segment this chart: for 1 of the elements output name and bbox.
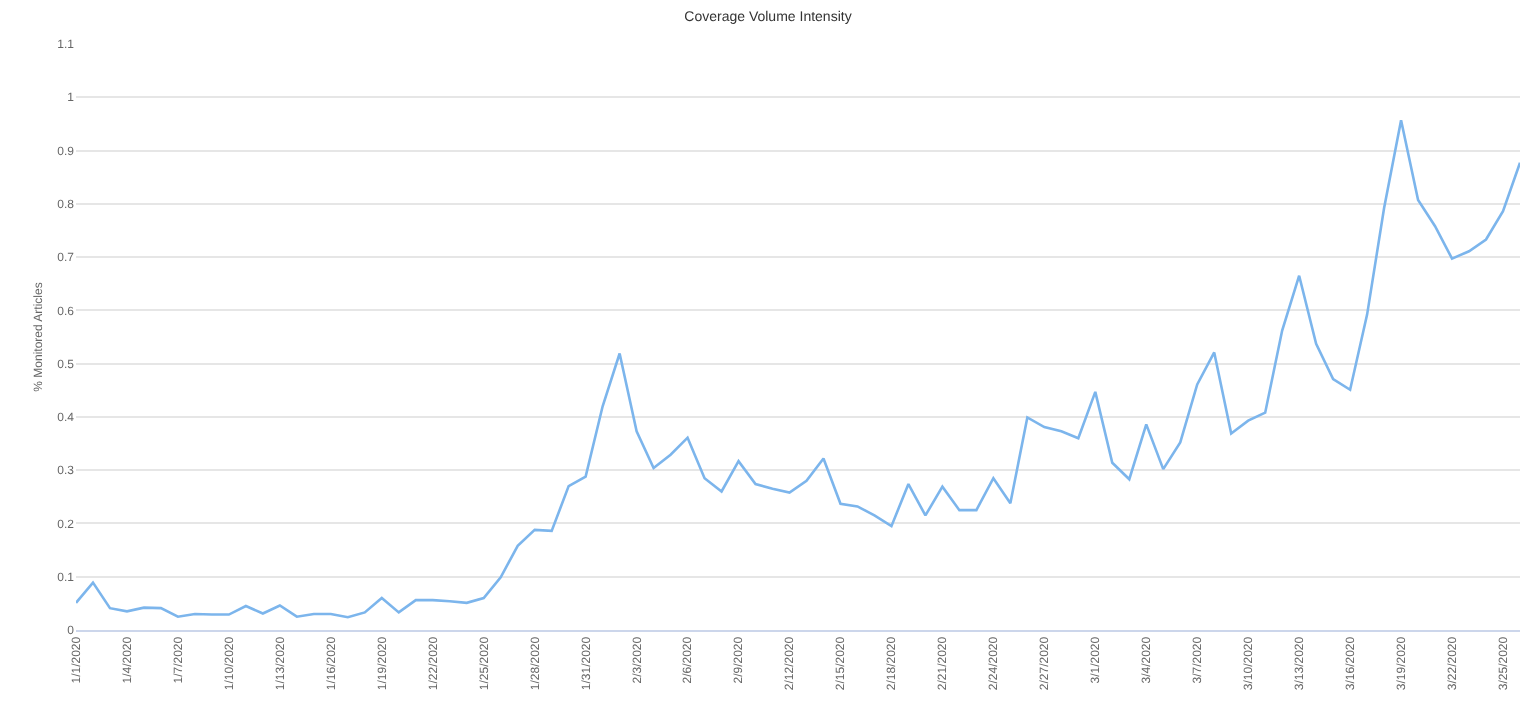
line-series <box>76 118 1520 619</box>
